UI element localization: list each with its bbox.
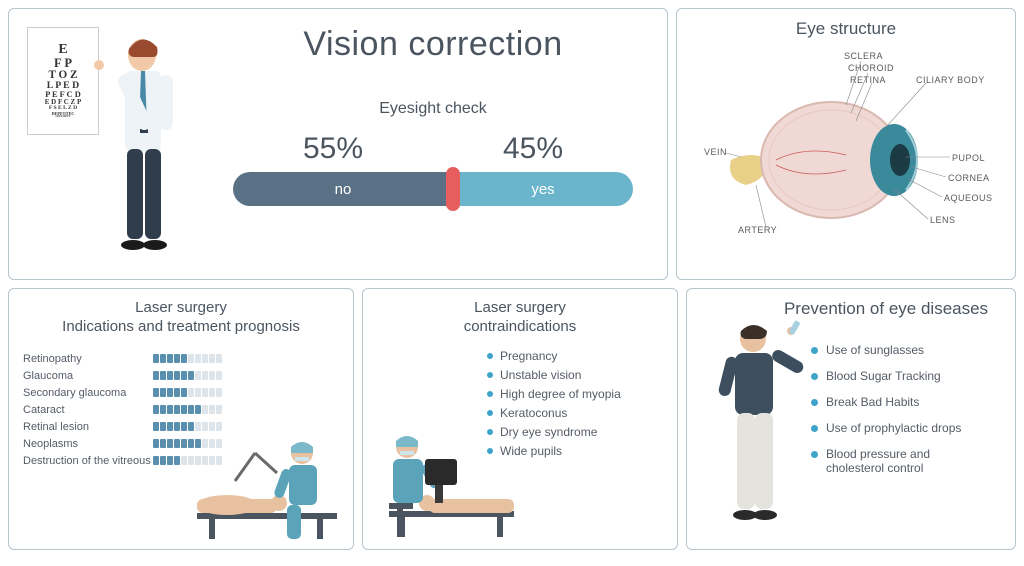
contra-item: High degree of myopia [487,387,663,401]
eye-label: ARTERY [738,225,777,235]
contra-item: Unstable vision [487,368,663,382]
indication-row: Retinopathy [23,353,339,365]
eyesight-check-bar: no yes [233,172,633,206]
eye-label: CORNEA [948,173,990,183]
prevention-item: Blood Sugar Tracking [811,369,981,383]
vision-correction-panel: EF PT O ZL P E DP E F C DE D F C Z PF S … [8,8,668,280]
yes-percentage: 45% [503,132,563,166]
prevention-person-icon [697,313,817,543]
bar-yes-label: yes [531,181,554,198]
doctor-illustration-area: EF PT O ZL P E DP E F C DE D F C Z PF S … [23,19,213,269]
indication-name: Cataract [23,404,153,416]
indication-dots [153,388,222,397]
eye-label: CHOROID [848,63,894,73]
indication-name: Secondary glaucoma [23,387,153,399]
eye-label: PUPOL [952,153,985,163]
eye-structure-panel: Eye structure [676,8,1016,280]
bar-divider-knob [446,167,460,211]
indication-dots [153,354,222,363]
contra-title: Laser surgery contraindications [377,299,663,337]
eye-label: LENS [930,215,956,225]
eye-anatomy-diagram: SCLERA CHOROID RETINA CILIARY BODY VEIN PUPOL… [696,45,996,255]
vision-title: Vision correction [303,25,562,64]
prevention-item: Use of prophylactic drops [811,421,981,435]
prevention-item: Blood pressure and cholesterol control [811,447,981,475]
doctor-icon [87,27,207,267]
prevention-item: Use of sunglasses [811,343,981,357]
contra-item: Pregnancy [487,349,663,363]
bar-no-label: no [335,181,352,198]
eye-structure-title: Eye structure [796,19,896,39]
eye-label: VEIN [704,147,727,157]
prevention-list: Use of sunglasses Blood Sugar Tracking Bre… [811,343,1001,475]
eye-label: AQUEOUS [944,193,993,203]
indication-name: Neoplasms [23,438,153,450]
no-percentage: 55% [303,132,363,166]
indication-name: Retinopathy [23,353,153,365]
indication-name: Retinal lesion [23,421,153,433]
eye-label: RETINA [850,75,886,85]
indication-name: Glaucoma [23,370,153,382]
indication-row: Glaucoma [23,370,339,382]
indication-name: Destruction of the vitreous [23,455,153,467]
indication-row: Secondary glaucoma [23,387,339,399]
surgery-illustration-icon [187,413,347,543]
laser-indications-panel: Laser surgery Indications and treatment … [8,288,354,550]
eye-label: CILIARY BODY [916,75,985,85]
eyesight-check-label: Eyesight check [379,100,487,118]
eye-label: SCLERA [844,51,883,61]
prevention-panel: Prevention of eye diseases Use of sungla… [686,288,1016,550]
laser-contraindications-panel: Laser surgery contraindications Pregnanc… [362,288,678,550]
prevention-item: Break Bad Habits [811,395,981,409]
indication-dots [153,371,222,380]
exam-illustration-icon [369,403,519,543]
indications-title: Laser surgery Indications and treatment … [23,299,339,337]
